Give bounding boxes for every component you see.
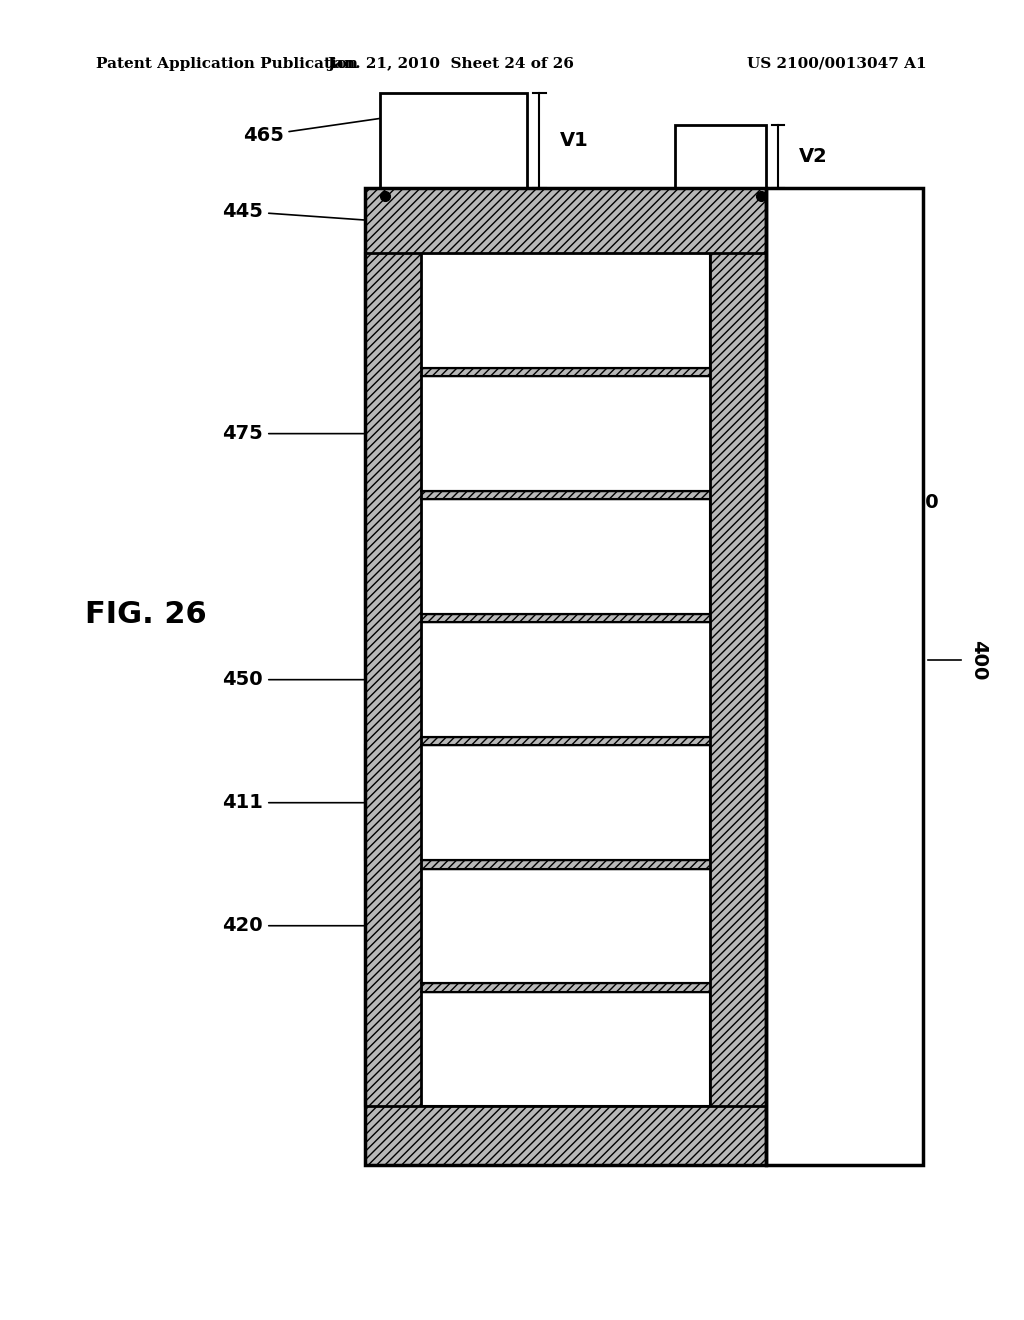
- Text: V2: V2: [799, 147, 827, 166]
- Bar: [365, 187, 421, 1166]
- Bar: [421, 368, 710, 376]
- Bar: [421, 983, 710, 991]
- Bar: [365, 746, 710, 859]
- Bar: [421, 623, 766, 737]
- Bar: [365, 187, 766, 1166]
- Text: Jan. 21, 2010  Sheet 24 of 26: Jan. 21, 2010 Sheet 24 of 26: [328, 57, 574, 71]
- Text: US 2100/0013047 A1: US 2100/0013047 A1: [748, 57, 927, 71]
- Bar: [421, 859, 710, 869]
- Text: 400: 400: [969, 640, 988, 680]
- Text: V1: V1: [560, 131, 589, 150]
- Text: 475: 475: [222, 424, 372, 444]
- Text: 410: 410: [898, 494, 939, 512]
- Bar: [421, 869, 766, 983]
- Text: Patent Application Publication: Patent Application Publication: [95, 57, 357, 71]
- Text: 450: 450: [222, 671, 372, 689]
- Bar: [421, 614, 710, 623]
- Text: 420: 420: [222, 916, 372, 936]
- Bar: [421, 737, 710, 746]
- Text: FIG. 26: FIG. 26: [85, 599, 207, 628]
- Text: 411: 411: [222, 793, 390, 812]
- Bar: [365, 253, 710, 368]
- Bar: [421, 376, 766, 491]
- Text: 431: 431: [608, 672, 666, 717]
- Bar: [365, 187, 766, 253]
- Bar: [766, 187, 924, 1166]
- Text: 465: 465: [243, 117, 387, 145]
- Text: 445: 445: [222, 202, 370, 220]
- Bar: [365, 1106, 766, 1166]
- Bar: [365, 991, 710, 1106]
- Bar: [421, 491, 710, 499]
- Bar: [675, 125, 766, 187]
- Bar: [365, 187, 766, 1166]
- Bar: [380, 94, 527, 187]
- Bar: [710, 187, 766, 1166]
- Bar: [365, 499, 710, 614]
